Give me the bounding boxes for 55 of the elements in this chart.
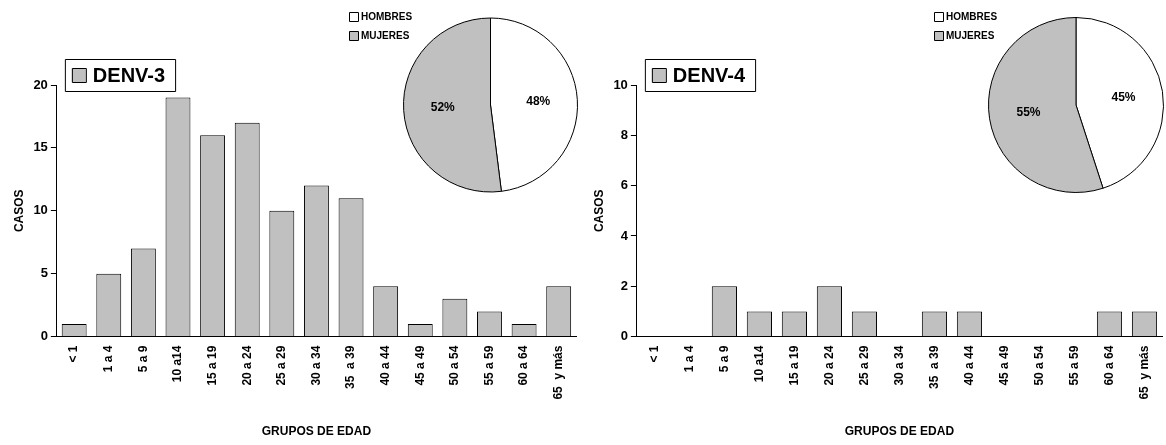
x-tick-label: 35 a 39	[343, 345, 358, 389]
x-tick-label: 40 a 44	[961, 345, 976, 386]
x-tick-label: 35 a 39	[926, 345, 941, 389]
x-axis-title: GRUPOS DE EDAD	[261, 424, 372, 439]
legend-label: HOMBRES	[361, 10, 413, 22]
y-tick-label: 6	[620, 177, 628, 193]
x-tick-label: 1 a 4	[681, 345, 696, 373]
x-tick-label: 60 a 64	[516, 345, 531, 386]
data-label: 52%	[430, 100, 456, 115]
x-tick-label: 60 a 64	[1101, 345, 1116, 386]
x-tick-label: 45 a 49	[412, 345, 427, 386]
x-tick-label: 20 a 24	[239, 345, 254, 386]
y-tick-label: 10	[613, 76, 628, 92]
x-tick-label: 10 a14	[751, 345, 766, 383]
x-tick-label: 50 a 54	[1031, 345, 1046, 386]
x-tick-label: < 1	[66, 345, 81, 363]
x-tick-label: 1 a 4	[101, 345, 116, 373]
legend-label: DENV-3	[92, 63, 166, 86]
y-tick-label: 2	[620, 277, 628, 293]
x-tick-label: 30 a 34	[891, 345, 906, 386]
data-label: 48%	[526, 94, 551, 109]
x-tick-label: 55 a 59	[1066, 345, 1081, 386]
legend-label: MUJERES	[946, 29, 995, 41]
y-tick-label: 20	[33, 76, 48, 92]
y-tick-label: 4	[620, 227, 629, 243]
x-tick-label: 65 y más	[551, 345, 566, 400]
y-tick-label: 0	[620, 328, 628, 344]
x-tick-label: 20 a 24	[821, 345, 836, 386]
y-axis-title: CASOS	[591, 189, 606, 233]
data-label: 55%	[1016, 104, 1041, 119]
x-tick-label: 5 a 9	[716, 345, 731, 373]
x-tick-label: 15 a 19	[204, 345, 219, 386]
x-tick-label: 40 a 44	[377, 345, 392, 386]
x-axis-title: GRUPOS DE EDAD	[844, 424, 955, 439]
y-tick-label: 0	[40, 328, 48, 344]
x-tick-label: 10 a14	[170, 345, 185, 383]
x-tick-label: 30 a 34	[308, 345, 323, 386]
legend-label: MUJERES	[361, 29, 410, 41]
x-tick-label: 5 a 9	[135, 345, 150, 373]
legend-label: HOMBRES	[946, 10, 998, 22]
y-tick-label: 5	[40, 265, 48, 281]
legend-label: DENV-4	[672, 63, 746, 86]
y-tick-label: 15	[33, 139, 48, 155]
x-tick-label: 25 a 29	[274, 345, 289, 386]
y-axis-title: CASOS	[11, 189, 26, 233]
y-tick-label: 10	[33, 202, 48, 218]
x-tick-label: < 1	[646, 345, 661, 363]
y-tick-label: 8	[620, 126, 628, 142]
x-tick-label: 15 a 19	[786, 345, 801, 386]
x-tick-label: 65 y más	[1136, 345, 1151, 400]
x-tick-label: 25 a 29	[856, 345, 871, 386]
x-tick-label: 55 a 59	[481, 345, 496, 386]
x-tick-label: 50 a 54	[447, 345, 462, 386]
data-label: 45%	[1111, 89, 1136, 104]
x-tick-label: 45 a 49	[996, 345, 1011, 386]
